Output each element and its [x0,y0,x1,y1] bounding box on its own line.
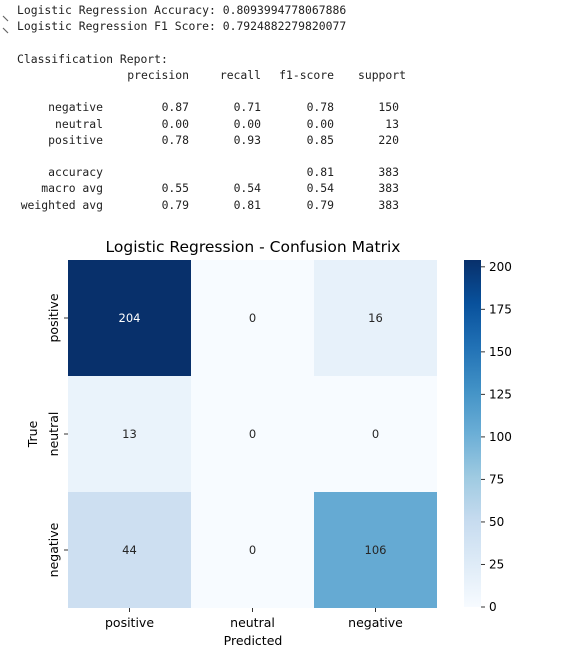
heatmap-cell-label: 44 [122,543,137,557]
report-row-label: positive [48,133,103,147]
report-row-label: weighted avg [20,198,103,212]
accuracy-line: Logistic Regression Accuracy: 0.80939947… [17,3,347,17]
heatmap-cell [314,492,437,608]
report-recall: 0.81 [233,198,261,212]
heatmap-cell [68,260,191,376]
report-row: macro avg 0.55 0.54 0.54 383 [0,180,420,196]
colorbar [464,260,481,607]
colorbar-tick-label: 100 [489,430,512,444]
heatmap-cell-label: 106 [365,543,387,557]
report-f1-score: 0.54 [306,181,334,195]
report-f1-score: 0.00 [306,117,334,131]
heatmap-cell [68,492,191,608]
colorbar-tick-label: 0 [489,600,497,614]
report-f1-score: 0.78 [306,100,334,114]
report-precision: 0.79 [161,198,189,212]
report-support: 383 [378,165,399,179]
report-title: Classification Report: [17,52,168,66]
heatmap-cell-label: 0 [372,427,379,441]
output-collapse-arrow-icon[interactable] [2,14,10,34]
y-tick-label: neutral [46,412,61,457]
report-header-row: precision recall f1-score support [0,67,420,83]
report-column-header: recall [219,68,261,82]
heatmap-cell-label: 16 [368,311,383,325]
x-tick-label: negative [348,615,403,630]
report-recall: 0.00 [233,117,261,131]
report-row: negative 0.87 0.71 0.78 150 [0,99,420,115]
report-row-label: accuracy [48,165,103,179]
x-axis-label: Predicted [224,633,283,648]
report-column-header: support [357,68,406,82]
chart-title: Logistic Regression - Confusion Matrix [106,238,401,256]
heatmap-cell [191,376,314,492]
confusion-matrix-chart: Logistic Regression - Confusion Matrix 2… [25,238,512,648]
x-tick-label: neutral [230,615,275,630]
report-row: accuracy 0.81 383 [0,164,420,180]
colorbar-tick-label: 150 [489,345,512,359]
report-column-header: precision [127,68,189,82]
colorbar-tick-label: 200 [489,260,512,274]
report-row: neutral 0.00 0.00 0.00 13 [0,116,420,132]
y-tick-label: negative [46,522,61,577]
report-precision: 0.87 [161,100,189,114]
heatmap-cell-label: 204 [119,311,141,325]
report-precision: 0.78 [161,133,189,147]
heatmap-cell [314,376,437,492]
report-recall: 0.71 [233,100,261,114]
report-column-header: f1-score [279,68,334,82]
report-support: 220 [378,133,399,147]
y-axis-label: True [25,420,40,448]
report-row: positive 0.78 0.93 0.85 220 [0,132,420,148]
report-support: 383 [378,181,399,195]
colorbar-tick-label: 25 [489,557,504,571]
heatmap-cell [68,376,191,492]
f1-score-line: Logistic Regression F1 Score: 0.79248822… [17,19,347,33]
report-f1-score: 0.79 [306,198,334,212]
report-row-label: neutral [54,117,103,131]
heatmap-cell [191,260,314,376]
report-support: 383 [378,198,399,212]
heatmap-cell [314,260,437,376]
report-row: weighted avg 0.79 0.81 0.79 383 [0,197,420,213]
report-recall: 0.93 [233,133,261,147]
heatmap-cell [191,492,314,608]
report-f1-score: 0.85 [306,133,334,147]
report-support: 13 [385,117,399,131]
report-support: 150 [378,100,399,114]
heatmap-cell-label: 0 [249,311,256,325]
report-f1-score: 0.81 [306,165,334,179]
heatmap-cell-label: 0 [249,427,256,441]
colorbar-tick-label: 125 [489,387,512,401]
report-recall: 0.54 [233,181,261,195]
heatmap-cell-label: 0 [249,543,256,557]
y-tick-label: positive [46,293,61,342]
colorbar-tick-label: 175 [489,302,512,316]
report-precision: 0.55 [161,181,189,195]
report-row-label: negative [48,100,103,114]
colorbar-tick-label: 50 [489,515,504,529]
report-precision: 0.00 [161,117,189,131]
x-tick-label: positive [105,615,154,630]
report-row-label: macro avg [41,181,103,195]
colorbar-tick-label: 75 [489,472,504,486]
heatmap-cell-label: 13 [122,427,137,441]
